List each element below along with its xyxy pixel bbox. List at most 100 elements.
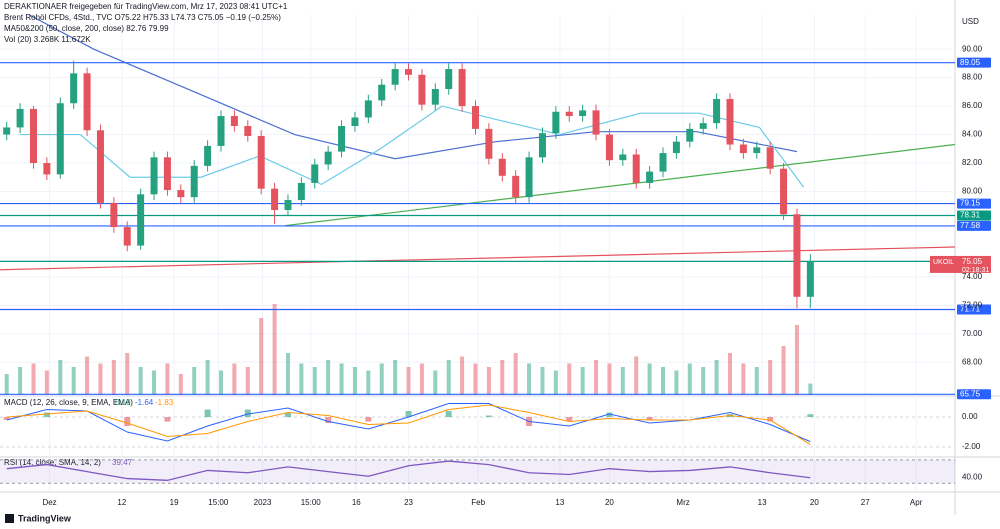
price-pane (0, 15, 955, 395)
candle-body (418, 74, 426, 105)
macd-readout: 0.19 (115, 398, 131, 407)
macd-readout: -1.64 (135, 398, 154, 407)
y-tick-label: 82.00 (962, 158, 983, 167)
level-label: 65.75 (960, 389, 981, 398)
volume-bar (339, 363, 344, 395)
y-tick-label: 70.00 (962, 329, 983, 338)
x-tick-label: 12 (117, 498, 126, 507)
macd-histogram (164, 417, 171, 422)
volume-bar (460, 356, 465, 395)
volume-bar (205, 360, 210, 395)
volume-bar (500, 360, 505, 395)
volume-bar (58, 360, 63, 395)
candle-body (552, 111, 560, 134)
volume-bar (701, 367, 706, 395)
candle-body (324, 151, 332, 165)
volume-bar (125, 353, 130, 395)
candle-body (713, 98, 721, 124)
candle-body (16, 108, 24, 128)
volume-bar (312, 367, 317, 395)
volume-bar (768, 360, 773, 395)
volume-bar (741, 363, 746, 395)
footer: TradingView (18, 513, 72, 523)
last-price: 75.05 (962, 257, 983, 266)
rsi-line (6, 460, 811, 481)
candle-body (217, 116, 225, 146)
volume-bar (245, 367, 250, 395)
x-tick-label: 2023 (254, 498, 272, 507)
candle-body (445, 69, 453, 90)
candle-body (96, 130, 104, 203)
candle-body (123, 227, 131, 246)
macd-histogram (284, 412, 291, 418)
y-tick-label: 72.00 (962, 300, 983, 309)
rsi-band (0, 459, 955, 484)
volume-bar (98, 363, 103, 395)
candle-body (364, 100, 372, 118)
level-label-bg (957, 57, 991, 68)
x-tick-label: Mrz (676, 498, 689, 507)
candle-body (686, 128, 694, 142)
macd-histogram (365, 417, 372, 422)
x-tick-label: 13 (758, 498, 767, 507)
volume-bar (192, 367, 197, 395)
line (20, 105, 805, 188)
volume-bar (808, 383, 813, 395)
legend-line: Vol (20) 3.268K 11.672K (4, 35, 91, 44)
level-label: 77.58 (960, 221, 981, 230)
candle-body (619, 154, 627, 161)
volume-bar (513, 353, 518, 395)
x-tick-label: 16 (352, 498, 361, 507)
candle-body (739, 144, 747, 154)
level-label-bg (957, 389, 991, 400)
candle-body (512, 175, 520, 198)
candle-body (351, 117, 359, 127)
level-label: 79.15 (960, 199, 981, 208)
candle-body (244, 126, 252, 136)
volume-bar (661, 367, 666, 395)
candle-body (284, 200, 292, 210)
price-label-bg (930, 255, 991, 273)
y-tick-label: 90.00 (962, 44, 983, 53)
candle-body (605, 134, 613, 161)
candle-body (431, 89, 439, 105)
level-label-bg (957, 220, 991, 231)
y-tick-label: 88.00 (962, 73, 983, 82)
candle-body (525, 157, 533, 198)
rsi-title: RSI (14, close, SMA, 14, 2) (4, 458, 101, 467)
countdown: 02:18:31 (962, 267, 989, 274)
candle-body (29, 108, 37, 164)
volume-bar (85, 356, 90, 395)
volume-bar (219, 370, 224, 395)
volume-bar (44, 370, 49, 395)
candle-body (699, 123, 707, 129)
candle-body (338, 126, 346, 152)
level-label: 78.31 (960, 211, 981, 220)
candle-body (177, 190, 185, 198)
macd-histogram (807, 414, 814, 418)
macd-histogram (646, 417, 653, 421)
candle-body (204, 145, 212, 166)
macd-histogram (325, 417, 332, 424)
level-label-bg (957, 198, 991, 209)
volume-bar (406, 367, 411, 395)
candle-body (190, 165, 198, 198)
candle-body (672, 141, 680, 154)
candle-body (43, 163, 51, 175)
volume-bar (446, 360, 451, 395)
logo (5, 514, 14, 523)
header: DERAKTIONAER freigegeben für TradingView… (4, 2, 288, 11)
macd-readout: -1.83 (155, 398, 174, 407)
y-tick-label: 80.00 (962, 187, 983, 196)
candle-body (753, 147, 761, 154)
candle-body (271, 188, 279, 210)
candle-body (297, 182, 305, 201)
macd-title: MACD (12, 26, close, 9, EMA, EMA) (4, 398, 133, 407)
legend-line: Brent Rohöl CFDs, 4Std., TVC O75.22 H75.… (4, 13, 281, 22)
volume-bar (326, 360, 331, 395)
volume-bar (352, 367, 357, 395)
candle-body (391, 69, 399, 85)
y-tick-label: 84.00 (962, 130, 983, 139)
candle-body (378, 84, 386, 101)
candle-body (110, 202, 118, 228)
